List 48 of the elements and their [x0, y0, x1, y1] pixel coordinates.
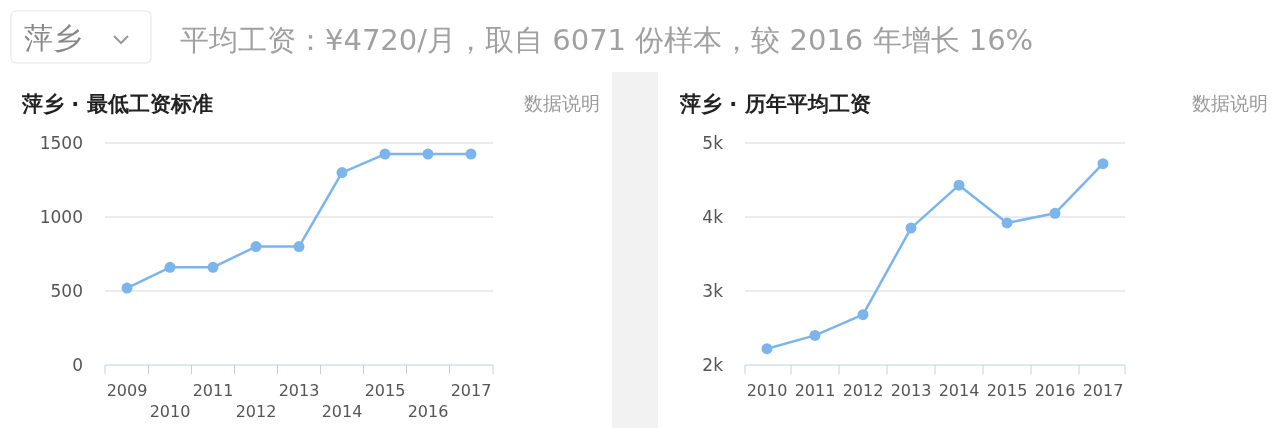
point	[465, 148, 477, 160]
x-tick-label: 2010	[746, 381, 788, 400]
point	[336, 167, 348, 179]
x-tick-label: 2017	[450, 381, 492, 400]
x-tick-label: 2012	[235, 402, 277, 421]
point	[250, 241, 262, 253]
point	[1097, 158, 1109, 170]
point	[164, 261, 176, 273]
point	[1001, 217, 1013, 229]
y-tick-label: 3k	[702, 281, 724, 301]
point	[422, 148, 434, 160]
y-tick-label: 1000	[39, 207, 83, 227]
x-tick-label: 2013	[278, 381, 320, 400]
x-tick-label: 2012	[842, 381, 884, 400]
point	[809, 329, 821, 341]
x-tick-label: 2011	[794, 381, 836, 400]
x-tick-label: 2015	[986, 381, 1028, 400]
x-tick-label: 2015	[364, 381, 406, 400]
chart-title: 萍乡 · 最低工资标准	[21, 92, 213, 116]
point	[121, 282, 133, 294]
point	[379, 148, 391, 160]
y-tick-label: 1500	[39, 133, 83, 153]
x-tick-label: 2016	[407, 402, 449, 421]
text: 平均工资：¥4720/月，取自 6071 份样本，较 2016 年增长 16%	[180, 23, 1034, 57]
y-tick-label: 2k	[702, 355, 724, 375]
y-tick-label: 4k	[702, 207, 724, 227]
point	[953, 179, 965, 191]
chart-title: 萍乡 · 历年平均工资	[679, 92, 871, 116]
y-tick-label: 0	[72, 355, 83, 375]
text: 萍乡	[24, 21, 82, 55]
x-tick-label: 2014	[938, 381, 980, 400]
point	[857, 309, 869, 321]
point	[905, 222, 917, 234]
x-tick-label: 2016	[1034, 381, 1076, 400]
x-tick-label: 2014	[321, 402, 363, 421]
y-tick-label: 5k	[702, 133, 724, 153]
x-tick-label: 2013	[890, 381, 932, 400]
point	[761, 343, 773, 355]
x-tick-label: 2011	[192, 381, 234, 400]
text: 数据说明	[1192, 92, 1268, 114]
x-tick-label: 2009	[106, 381, 148, 400]
x-tick-label: 2010	[149, 402, 191, 421]
point	[1049, 207, 1061, 219]
y-tick-label: 500	[50, 281, 83, 301]
point	[207, 261, 219, 273]
x-tick-label: 2017	[1082, 381, 1124, 400]
text: 数据说明	[524, 92, 600, 114]
point	[293, 241, 305, 253]
